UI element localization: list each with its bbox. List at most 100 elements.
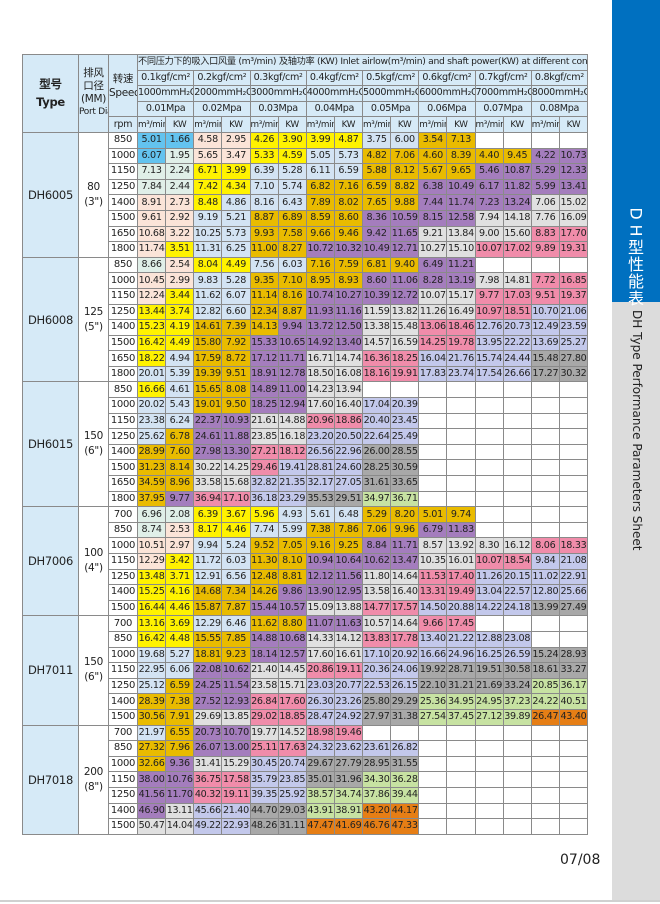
- flow-cell: 8.16: [249, 194, 279, 211]
- flow-cell: 43.91: [305, 802, 335, 820]
- power-cell: [502, 256, 532, 274]
- flow-cell: 5.29: [361, 506, 392, 523]
- flow-cell: 8.30: [474, 537, 504, 554]
- power-cell: 10.87: [502, 163, 532, 180]
- header-unit-flow: m³/min: [530, 116, 560, 133]
- header-rpm: rpm: [108, 116, 138, 133]
- flow-cell: 13.06: [418, 319, 448, 336]
- power-cell: 7.16: [333, 178, 364, 196]
- power-cell: 19.91: [390, 365, 420, 383]
- header-pressure-mmh2o: 6000mmH₂O: [418, 85, 476, 102]
- header-title: 不同压力下的吸入口风量 (m³/min) 及轴功率 (KW) Inlet air…: [136, 54, 589, 71]
- flow-cell: 26.56: [305, 443, 335, 461]
- table-row: 1250 13.44 3.74 12.82 6.60 12.34 8.87 11.93 11.1…: [23, 303, 589, 321]
- power-cell: [558, 131, 589, 149]
- power-cell: 33.27: [558, 662, 589, 679]
- flow-cell: 10.45: [136, 272, 167, 289]
- model-name: DH7018: [22, 724, 79, 835]
- flow-cell: 38.00: [136, 771, 167, 788]
- rpm-cell: 700: [108, 724, 138, 742]
- rpm-cell: 700: [108, 506, 138, 523]
- power-cell: 7.91: [165, 708, 195, 726]
- power-cell: 15.68: [221, 475, 251, 492]
- flow-cell: 7.76: [530, 209, 560, 227]
- flow-cell: 18.91: [249, 365, 279, 383]
- flow-cell: 8.91: [136, 194, 167, 211]
- power-cell: [558, 802, 589, 820]
- flow-cell: 15.87: [193, 599, 223, 617]
- flow-cell: 21.69: [474, 677, 504, 695]
- power-cell: 2.95: [221, 131, 251, 149]
- flow-cell: 10.51: [136, 537, 167, 554]
- flow-cell: 8.95: [305, 272, 335, 289]
- table-row: 1000 20.02 5.43 19.01 9.50 18.25 12.94 17.60 16.…: [23, 397, 589, 414]
- power-cell: [446, 771, 476, 788]
- power-cell: 8.72: [221, 350, 251, 367]
- flow-cell: 6.11: [305, 163, 335, 180]
- power-cell: 7.60: [165, 443, 195, 461]
- power-cell: 34.95: [446, 693, 476, 710]
- power-cell: 12.57: [277, 646, 307, 664]
- flow-cell: 7.13: [136, 163, 167, 180]
- flow-cell: 46.76: [361, 818, 392, 835]
- power-cell: 4.86: [221, 194, 251, 211]
- flow-cell: 30.45: [249, 755, 279, 773]
- power-cell: 10.32: [333, 241, 364, 258]
- flow-cell: 17.60: [305, 646, 335, 664]
- power-cell: 28.93: [558, 646, 589, 664]
- power-cell: 6.78: [165, 428, 195, 445]
- power-cell: 6.89: [277, 209, 307, 227]
- power-cell: 24.44: [502, 350, 532, 367]
- table-row: 1400 15.23 4.19 14.61 7.39 14.13 9.94 13.72 12.5…: [23, 319, 589, 336]
- flow-cell: [474, 490, 504, 508]
- flow-cell: 5.65: [193, 147, 223, 165]
- power-cell: 26.15: [390, 677, 420, 695]
- power-cell: 7.59: [333, 256, 364, 274]
- power-cell: 9.94: [277, 319, 307, 336]
- power-cell: 13.24: [502, 194, 532, 211]
- flow-cell: [474, 755, 504, 773]
- flow-cell: 10.72: [305, 241, 335, 258]
- flow-cell: 19.39: [193, 365, 223, 383]
- power-cell: [502, 443, 532, 461]
- power-cell: 8.02: [333, 194, 364, 211]
- model-name: DH7011: [22, 615, 79, 726]
- table-row: 1400 28.39 7.38 27.52 12.93 26.84 17.60 26.30 23…: [23, 693, 589, 710]
- table-row: 1800 11.74 3.51 11.31 6.25 11.00 8.27 10.72 10.3…: [23, 241, 589, 258]
- flow-cell: 28.39: [136, 693, 167, 710]
- power-cell: [502, 475, 532, 492]
- flow-cell: 5.01: [418, 506, 448, 523]
- power-cell: [502, 397, 532, 414]
- flow-cell: 29.02: [249, 708, 279, 726]
- power-cell: 10.65: [277, 334, 307, 352]
- power-cell: 11.63: [333, 615, 364, 632]
- power-cell: 13.92: [446, 537, 476, 554]
- flow-cell: 8.06: [530, 537, 560, 554]
- rpm-cell: 1500: [108, 599, 138, 617]
- power-cell: 3.99: [221, 163, 251, 180]
- flow-cell: 6.38: [418, 178, 448, 196]
- power-cell: 10.27: [333, 287, 364, 305]
- flow-cell: 11.02: [530, 568, 560, 586]
- table-row: DH6008 125 (5") 850 8.66 2.54 8.04 4.49 7.56 6.03…: [22, 256, 589, 383]
- rpm-cell: 1400: [108, 802, 138, 820]
- power-cell: 21.08: [558, 553, 589, 570]
- power-cell: 15.60: [502, 225, 532, 243]
- header-pressure-mmh2o: 2000mmH₂O: [193, 85, 251, 102]
- power-cell: 9.23: [221, 646, 251, 664]
- power-cell: [558, 615, 589, 632]
- flow-cell: 28.95: [361, 755, 392, 773]
- power-cell: 29.29: [390, 693, 420, 710]
- power-cell: 2.99: [165, 272, 195, 289]
- flow-cell: 16.44: [136, 599, 167, 617]
- power-cell: [390, 381, 420, 399]
- flow-cell: 13.83: [361, 630, 392, 648]
- power-cell: 22.93: [221, 818, 251, 835]
- power-cell: 3.71: [165, 568, 195, 586]
- flow-cell: [361, 724, 392, 742]
- flow-cell: 13.48: [136, 568, 167, 586]
- flow-cell: 5.88: [361, 163, 392, 180]
- table-row: 1500 50.47 14.04 49.22 22.93 48.26 31.11 47.47 4…: [23, 818, 589, 835]
- flow-cell: 35.53: [305, 490, 335, 508]
